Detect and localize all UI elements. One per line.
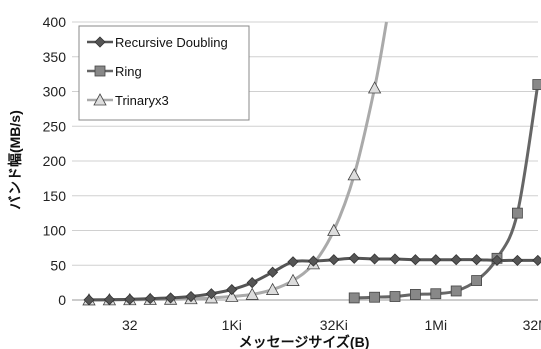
data-point bbox=[287, 256, 299, 268]
data-point bbox=[205, 288, 217, 300]
data-point bbox=[103, 294, 115, 306]
y-axis-ticks: 0 50 100 150 200 250 300 350 400 bbox=[43, 14, 67, 308]
data-point bbox=[185, 290, 197, 303]
data-point bbox=[369, 291, 381, 303]
data-point bbox=[369, 253, 381, 265]
svg-text:Trinaryx3: Trinaryx3 bbox=[115, 93, 169, 108]
y-tick-label: 400 bbox=[43, 14, 67, 30]
y-tick-label: 150 bbox=[43, 188, 67, 204]
data-point bbox=[286, 273, 300, 286]
x-tick-label: 1Mi bbox=[425, 317, 448, 333]
y-tick-label: 0 bbox=[58, 292, 66, 308]
data-point bbox=[430, 254, 442, 266]
x-tick-label: 32Ki bbox=[320, 317, 348, 333]
series-line bbox=[354, 84, 540, 300]
x-tick-label: 32 bbox=[122, 317, 138, 333]
data-point bbox=[267, 266, 279, 278]
data-point bbox=[532, 254, 541, 266]
y-tick-label: 300 bbox=[43, 84, 67, 100]
legend-marker-diamond bbox=[94, 36, 106, 48]
data-point bbox=[265, 282, 280, 295]
legend-item-recursive-doubling: Recursive Doubling bbox=[87, 35, 228, 50]
data-point bbox=[471, 275, 483, 286]
data-point bbox=[511, 254, 523, 266]
data-point bbox=[409, 254, 421, 266]
y-tick-label: 50 bbox=[50, 257, 66, 273]
data-point bbox=[471, 254, 483, 266]
data-point bbox=[225, 289, 239, 302]
y-tick-label: 350 bbox=[43, 49, 67, 65]
y-tick-label: 250 bbox=[43, 118, 67, 134]
data-point bbox=[389, 291, 401, 302]
svg-text:Ring: Ring bbox=[115, 64, 142, 79]
data-point bbox=[226, 284, 238, 296]
data-point bbox=[83, 294, 95, 306]
x-axis-ticks: 32 1Ki 32Ki 1Mi 32Mi bbox=[122, 317, 541, 333]
data-point bbox=[347, 168, 361, 181]
data-point bbox=[409, 289, 421, 300]
data-point bbox=[348, 252, 360, 264]
series-ring bbox=[348, 79, 541, 304]
data-point bbox=[124, 293, 136, 305]
legend-marker-square bbox=[94, 65, 106, 77]
data-point bbox=[532, 79, 541, 90]
data-point bbox=[512, 207, 523, 219]
y-tick-label: 100 bbox=[43, 223, 67, 239]
legend-item-trinaryx3: Trinaryx3 bbox=[87, 93, 169, 108]
data-point bbox=[328, 254, 340, 266]
legend-marker-triangle bbox=[93, 93, 107, 106]
data-point bbox=[307, 255, 319, 267]
series-recursive-doubling bbox=[83, 252, 541, 306]
x-tick-label: 1Ki bbox=[222, 317, 242, 333]
plot-area bbox=[82, 21, 541, 306]
data-point bbox=[246, 277, 258, 289]
legend: Recursive Doubling Ring Trinaryx3 bbox=[78, 25, 250, 121]
data-point bbox=[245, 287, 259, 300]
data-point bbox=[327, 223, 341, 236]
data-point bbox=[430, 288, 442, 300]
svg-text:Recursive Doubling: Recursive Doubling bbox=[115, 35, 228, 50]
data-point bbox=[389, 253, 401, 265]
data-point bbox=[491, 254, 503, 266]
x-tick-label: 32Mi bbox=[523, 317, 541, 333]
x-axis-title: メッセージサイズ(B) bbox=[239, 334, 370, 349]
data-point bbox=[348, 292, 360, 304]
data-point bbox=[450, 285, 462, 297]
y-axis-title: バンド幅(MB/s) bbox=[7, 110, 23, 209]
y-tick-label: 200 bbox=[43, 153, 67, 169]
data-point bbox=[144, 293, 156, 305]
data-point bbox=[367, 81, 382, 94]
legend-item-ring: Ring bbox=[87, 64, 142, 79]
data-point bbox=[165, 292, 177, 304]
data-point bbox=[450, 254, 462, 266]
